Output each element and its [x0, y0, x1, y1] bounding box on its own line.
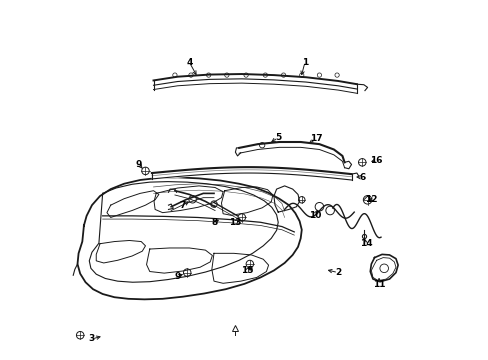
- Text: 6: 6: [358, 173, 365, 182]
- Text: 17: 17: [310, 134, 323, 143]
- Text: 1: 1: [301, 58, 307, 67]
- Text: 10: 10: [308, 211, 321, 220]
- Text: 15: 15: [241, 266, 253, 275]
- Text: 3: 3: [89, 334, 95, 343]
- Text: 5: 5: [275, 133, 281, 142]
- Text: 2: 2: [334, 268, 341, 277]
- Text: 12: 12: [365, 195, 377, 204]
- Text: 11: 11: [372, 280, 385, 289]
- Text: 7: 7: [180, 201, 186, 210]
- Text: 8: 8: [211, 218, 218, 227]
- Text: 16: 16: [370, 156, 382, 165]
- Text: 9: 9: [136, 160, 142, 169]
- Text: 4: 4: [186, 58, 192, 67]
- Text: 13: 13: [229, 218, 241, 227]
- Text: 14: 14: [359, 239, 371, 248]
- Text: 9: 9: [174, 273, 181, 282]
